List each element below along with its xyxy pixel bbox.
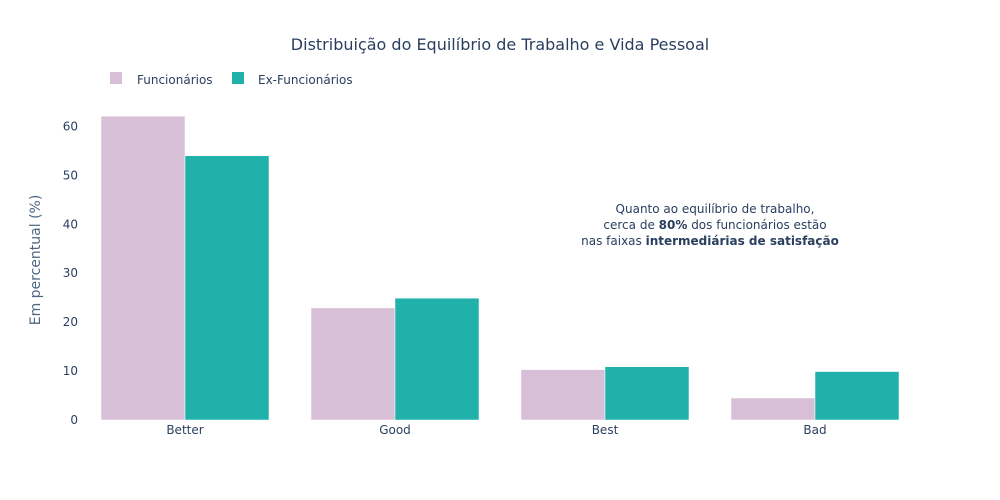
y-tick-label: 40 <box>63 217 78 231</box>
x-tick-label: Good <box>379 423 411 437</box>
bar-good-series-1[interactable] <box>394 297 480 421</box>
chart-title: Distribuição do Equilíbrio de Trabalho e… <box>291 35 709 54</box>
legend-label-ex-funcionarios: Ex-Funcionários <box>258 73 353 87</box>
x-tick-label: Best <box>592 423 619 437</box>
legend-swatch-ex-funcionarios <box>232 72 244 84</box>
y-tick-label: 60 <box>63 119 78 133</box>
y-tick-label: 0 <box>70 413 78 427</box>
annotation-line-2-post: dos funcionários estão <box>687 218 826 232</box>
bars <box>100 115 900 421</box>
y-axis-title: Em percentual (%) <box>28 195 44 326</box>
annotation-line-3-bold: intermediárias de satisfação <box>646 234 839 248</box>
annotation-line-2-pre: cerca de <box>603 218 658 232</box>
bar-best-series-1[interactable] <box>604 366 690 421</box>
annotation-line-2-bold: 80% <box>659 218 688 232</box>
bar-bad-series-0[interactable] <box>730 397 816 421</box>
legend-item-funcionarios[interactable]: Funcionários <box>110 72 213 87</box>
bar-bad-series-1[interactable] <box>814 371 900 421</box>
annotation-line-3: nas faixas intermediárias de satisfação <box>581 234 839 248</box>
y-tick-label: 30 <box>63 266 78 280</box>
annotation: Quanto ao equilíbrio de trabalho, cerca … <box>581 202 839 248</box>
x-axis-ticks: Better Good Best Bad <box>166 423 826 437</box>
legend-item-ex-funcionarios[interactable]: Ex-Funcionários <box>232 72 353 87</box>
y-tick-label: 10 <box>63 364 78 378</box>
legend-label-funcionarios: Funcionários <box>137 73 213 87</box>
bar-good-series-0[interactable] <box>310 307 396 421</box>
annotation-line-2: cerca de 80% dos funcionários estão <box>603 218 826 232</box>
legend-swatch-funcionarios <box>110 72 122 84</box>
x-tick-label: Better <box>166 423 203 437</box>
y-axis-ticks: 0 10 20 30 40 50 60 <box>63 119 78 427</box>
annotation-line-3-pre: nas faixas <box>581 234 645 248</box>
y-tick-label: 20 <box>63 315 78 329</box>
bar-better-series-0[interactable] <box>100 115 186 421</box>
y-tick-label: 50 <box>63 168 78 182</box>
bar-better-series-1[interactable] <box>184 155 270 421</box>
bar-best-series-0[interactable] <box>520 369 606 421</box>
annotation-line-1: Quanto ao equilíbrio de trabalho, <box>616 202 815 216</box>
legend[interactable]: Funcionários Ex-Funcionários <box>110 72 353 87</box>
x-tick-label: Bad <box>803 423 826 437</box>
